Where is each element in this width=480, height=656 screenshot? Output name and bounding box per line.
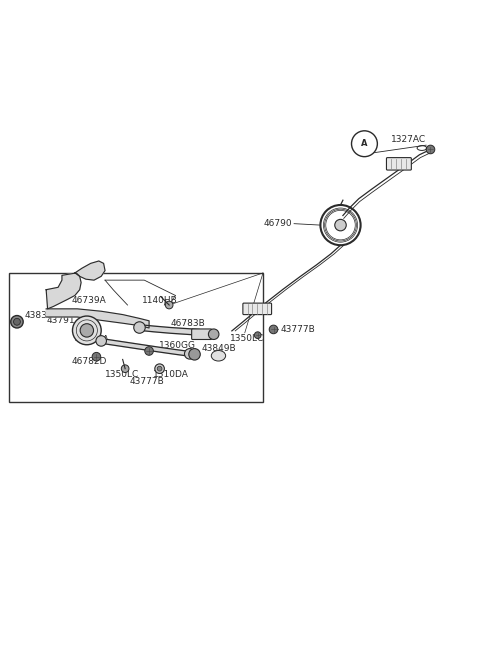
Text: 1360GG: 1360GG (158, 341, 196, 350)
Text: 43838: 43838 (24, 310, 53, 319)
Text: A: A (361, 139, 368, 148)
FancyBboxPatch shape (386, 157, 411, 170)
Circle shape (11, 316, 23, 328)
Polygon shape (101, 338, 190, 356)
Circle shape (121, 365, 129, 373)
Circle shape (92, 352, 101, 361)
Text: 43756A: 43756A (75, 335, 109, 344)
Text: 43791: 43791 (46, 316, 75, 325)
Polygon shape (140, 325, 199, 335)
Text: 43777B: 43777B (281, 325, 315, 334)
Circle shape (72, 316, 101, 345)
Text: 1140HB: 1140HB (142, 296, 178, 305)
Circle shape (155, 364, 164, 373)
Ellipse shape (211, 350, 226, 361)
Text: 43849B: 43849B (202, 344, 236, 353)
Circle shape (80, 323, 94, 337)
Circle shape (426, 145, 435, 154)
Circle shape (269, 325, 278, 334)
Polygon shape (46, 309, 149, 328)
Polygon shape (75, 261, 105, 280)
FancyBboxPatch shape (192, 329, 212, 340)
Circle shape (208, 329, 219, 340)
Text: 1350LC: 1350LC (230, 334, 264, 343)
Circle shape (335, 219, 346, 231)
Text: 46782D: 46782D (72, 357, 107, 366)
Circle shape (189, 348, 200, 360)
Circle shape (157, 366, 162, 371)
Circle shape (13, 318, 20, 325)
Text: 1350LC: 1350LC (105, 370, 139, 379)
Circle shape (254, 332, 261, 338)
Circle shape (351, 131, 377, 157)
Text: 46783B: 46783B (170, 319, 205, 328)
Circle shape (96, 336, 107, 346)
Text: 46790: 46790 (263, 219, 292, 228)
Circle shape (145, 346, 154, 356)
Text: 1327AC: 1327AC (391, 135, 426, 144)
Bar (9, 273, 263, 402)
Text: 46739A: 46739A (72, 296, 106, 305)
Circle shape (165, 301, 173, 309)
Text: 43777B: 43777B (130, 377, 165, 386)
Circle shape (184, 348, 195, 359)
Polygon shape (46, 273, 81, 309)
FancyBboxPatch shape (243, 303, 272, 315)
Circle shape (134, 322, 145, 333)
Text: 1310DA: 1310DA (153, 370, 189, 379)
